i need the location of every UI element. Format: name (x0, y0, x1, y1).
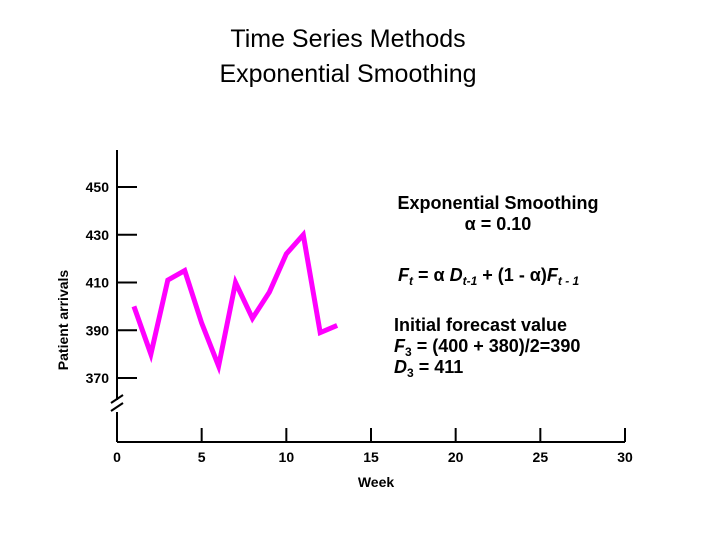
y-tick-label: 450 (86, 179, 110, 195)
axis-break-mark (110, 402, 124, 412)
d3-line: D3 = 411 (394, 357, 580, 380)
formula-sub-t: t (409, 274, 413, 288)
formula-eq-alpha: = α (418, 265, 445, 285)
x-tick-label: 25 (533, 449, 549, 465)
formula-sub-t-minus-1-b: t - 1 (557, 274, 580, 288)
formula-annotation: Ft = α Dt-1 + (1 - α)Ft - 1 (398, 265, 580, 288)
d3-rest: = 411 (418, 357, 464, 377)
y-axis-label: Patient arrivals (55, 270, 71, 371)
x-tick-label: 20 (448, 449, 464, 465)
f3-sub: 3 (405, 345, 412, 359)
alpha-value: = 0.10 (480, 214, 532, 234)
f3-rest: = (400 + 380)/2=390 (416, 336, 581, 356)
chart-title-line1: Time Series Methods (230, 25, 466, 53)
f3-f: F (394, 336, 405, 356)
alpha-line: α = 0.10 (360, 214, 636, 235)
f3-line: F3 = (400 + 380)/2=390 (394, 336, 581, 359)
method-annotation: Exponential Smoothing α = 0.10 (360, 193, 636, 235)
axis-break-mark (110, 394, 124, 404)
d3-sub: 3 (407, 366, 414, 380)
d3-d: D (394, 357, 407, 377)
method-name: Exponential Smoothing (397, 193, 599, 213)
x-tick-label: 0 (113, 449, 121, 465)
x-tick-label: 15 (363, 449, 379, 465)
x-axis-label: Week (358, 474, 395, 490)
y-tick-label: 430 (86, 227, 110, 243)
series-layer (131, 229, 339, 375)
x-tick-label: 10 (279, 449, 295, 465)
y-tick-label: 410 (86, 275, 110, 291)
formula-d: D (449, 265, 463, 285)
initial-title: Initial forecast value (394, 315, 568, 335)
formula-mid: + (1 - α) (482, 265, 547, 285)
x-axis-ticks: 0 5 10 15 20 25 30 (113, 428, 633, 465)
formula-f: F (398, 265, 409, 285)
initial-forecast-annotation: Initial forecast value F3 = (400 + 380)/… (394, 315, 581, 380)
formula-sub-t-minus-1: t-1 (462, 274, 478, 288)
formula-f-prev: F (546, 265, 558, 285)
x-tick-label: 30 (617, 449, 633, 465)
y-axis-ticks: 450 430 410 390 370 (86, 179, 137, 386)
y-tick-label: 370 (86, 370, 110, 386)
alpha-symbol: α (464, 214, 476, 234)
x-tick-label: 5 (198, 449, 206, 465)
y-tick-label: 390 (86, 322, 110, 338)
chart-title-line2: Exponential Smoothing (219, 60, 477, 88)
series-line (131, 229, 339, 375)
